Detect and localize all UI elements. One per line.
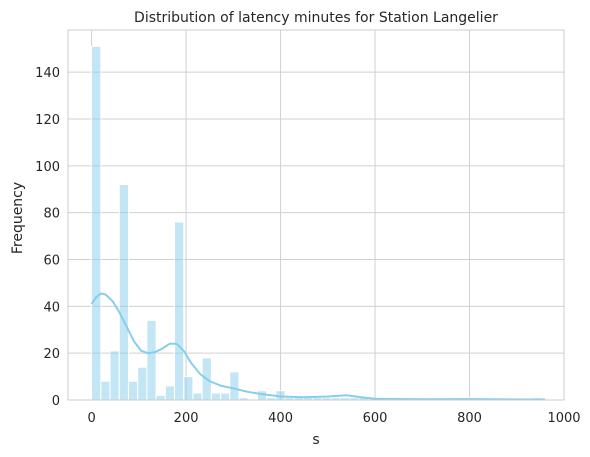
plot-frame xyxy=(67,29,565,401)
x-axis-label: s xyxy=(312,432,319,448)
x-tick-label: 800 xyxy=(457,411,482,426)
y-tick-label: 140 xyxy=(35,66,60,81)
histogram-bar xyxy=(109,350,120,401)
y-tick-label: 120 xyxy=(35,113,60,128)
x-tick-label: 200 xyxy=(174,411,199,426)
histogram-bars xyxy=(91,45,544,401)
histogram-bar xyxy=(91,45,102,401)
y-tick-labels: 0 20 40 60 80 100 120 140 xyxy=(35,66,60,409)
x-tick-label: 400 xyxy=(268,411,293,426)
histogram-bar xyxy=(100,380,111,401)
histogram-bar xyxy=(174,221,185,401)
y-tick-label: 60 xyxy=(43,253,60,268)
y-tick-label: 100 xyxy=(35,160,60,175)
kde-curve xyxy=(90,292,546,401)
y-tick-label: 40 xyxy=(43,300,60,315)
x-tick-label: 600 xyxy=(363,411,388,426)
y-tick-label: 80 xyxy=(43,207,60,222)
y-tick-label: 0 xyxy=(52,394,60,409)
histogram-bar xyxy=(192,392,203,401)
histogram-bar xyxy=(229,371,240,401)
y-axis-label: Frequency xyxy=(10,182,26,254)
histogram-bar xyxy=(127,380,139,401)
histogram-bar xyxy=(137,366,148,401)
histogram-bar xyxy=(183,376,194,401)
histogram-bar xyxy=(164,385,176,401)
histogram-bar xyxy=(155,394,166,401)
x-tick-label: 1000 xyxy=(547,411,580,426)
grid-lines xyxy=(68,30,565,401)
x-tick-label: 0 xyxy=(87,411,95,426)
chart-title: Distribution of latency minutes for Stat… xyxy=(134,10,498,26)
histogram-bar xyxy=(146,319,157,401)
x-tick-labels: 0 200 400 600 800 1000 xyxy=(87,411,580,426)
histogram-bar xyxy=(220,392,231,401)
histogram-bar xyxy=(210,392,222,401)
histogram-bar xyxy=(118,184,129,401)
y-tick-label: 20 xyxy=(43,347,60,362)
